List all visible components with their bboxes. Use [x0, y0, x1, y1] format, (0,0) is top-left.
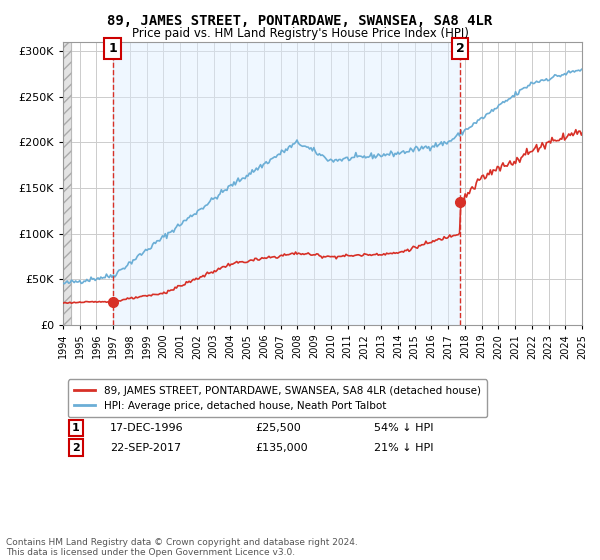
- Text: £135,000: £135,000: [255, 443, 308, 453]
- Text: £25,500: £25,500: [255, 423, 301, 433]
- Legend: 89, JAMES STREET, PONTARDAWE, SWANSEA, SA8 4LR (detached house), HPI: Average pr: 89, JAMES STREET, PONTARDAWE, SWANSEA, S…: [68, 380, 487, 417]
- Bar: [113, 42, 460, 325]
- Text: 22-SEP-2017: 22-SEP-2017: [110, 443, 181, 453]
- Text: 1: 1: [72, 423, 80, 433]
- Text: 2: 2: [456, 42, 464, 55]
- Text: 17-DEC-1996: 17-DEC-1996: [110, 423, 184, 433]
- Bar: [63, 42, 71, 325]
- Text: 89, JAMES STREET, PONTARDAWE, SWANSEA, SA8 4LR: 89, JAMES STREET, PONTARDAWE, SWANSEA, S…: [107, 14, 493, 28]
- Text: 1: 1: [108, 42, 117, 55]
- Bar: [63, 42, 71, 325]
- Text: 21% ↓ HPI: 21% ↓ HPI: [374, 443, 434, 453]
- Text: 2: 2: [72, 443, 80, 453]
- Text: Price paid vs. HM Land Registry's House Price Index (HPI): Price paid vs. HM Land Registry's House …: [131, 27, 469, 40]
- Text: Contains HM Land Registry data © Crown copyright and database right 2024.
This d: Contains HM Land Registry data © Crown c…: [6, 538, 358, 557]
- Text: 54% ↓ HPI: 54% ↓ HPI: [374, 423, 434, 433]
